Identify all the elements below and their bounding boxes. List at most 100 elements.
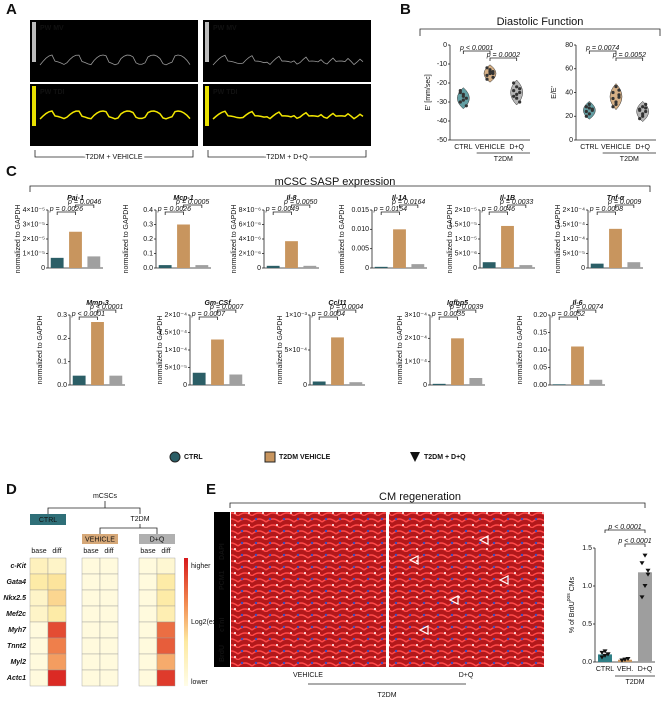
significance-bracket xyxy=(198,316,218,320)
p-value: p = 0.0052 xyxy=(551,311,585,318)
y-tick-label: 4×10⁻⁶ xyxy=(239,236,261,243)
panel-letter: E xyxy=(206,481,216,498)
bar xyxy=(50,257,64,268)
arrowhead xyxy=(478,535,489,545)
group-label: D+Q xyxy=(150,536,165,543)
y-tick-label: 1×10⁻⁴ xyxy=(405,359,427,366)
gene-title: Il-1A xyxy=(392,195,407,202)
p-value: p < 0.0001 xyxy=(459,45,493,52)
echo-image xyxy=(30,84,198,146)
p-value: p = 0.0009 xyxy=(607,199,641,206)
panel-letter: A xyxy=(6,1,17,18)
y-tick-label: 5×10⁻⁵ xyxy=(165,364,187,371)
group-label: T2DM xyxy=(377,692,396,699)
title-bracket xyxy=(229,502,646,508)
p-value: p = 0.0007 xyxy=(191,311,226,318)
waveform xyxy=(212,110,364,120)
heatmap-cell xyxy=(156,573,176,591)
arrowhead xyxy=(408,555,419,565)
y-tick-label: 2×10⁻⁶ xyxy=(239,250,261,257)
bar xyxy=(87,256,101,268)
data-point xyxy=(641,114,645,118)
y-tick-label: 0.1 xyxy=(143,250,153,257)
bar xyxy=(590,263,604,268)
data-point xyxy=(617,93,621,97)
image-label: PW TDI xyxy=(213,89,238,96)
heatmap-cell xyxy=(81,621,101,639)
bar xyxy=(303,265,317,268)
heatmap-cell xyxy=(81,589,101,607)
bar xyxy=(627,262,641,268)
heatmap-cell xyxy=(47,637,67,655)
p-value: p = 0.0005 xyxy=(175,199,209,206)
significance-bracket xyxy=(183,204,203,208)
stain-label: DAPI xyxy=(219,543,226,560)
y-tick-label: 1×10⁻⁵ xyxy=(23,250,45,257)
significance-bracket xyxy=(577,309,597,313)
y-tick-label: 0 xyxy=(423,382,427,389)
heatmap-cell xyxy=(47,621,67,639)
heatmap-cell xyxy=(99,621,119,639)
y-tick-label: 0.15 xyxy=(533,329,547,336)
data-point xyxy=(515,92,519,96)
significance-bracket xyxy=(438,316,458,320)
significance-bracket xyxy=(337,309,357,313)
y-axis-label: normalized to GAPDH xyxy=(397,316,404,385)
y-tick-label: 0 xyxy=(581,265,585,272)
heatmap-cell xyxy=(81,557,101,575)
p-value: p = 0.0039 xyxy=(449,304,483,311)
data-point xyxy=(584,105,588,109)
bar xyxy=(501,225,514,268)
y-tick-label: 0 xyxy=(257,265,261,272)
significance-bracket xyxy=(615,204,635,208)
bar xyxy=(72,375,86,385)
data-point xyxy=(485,66,489,70)
bar xyxy=(374,266,388,268)
data-point xyxy=(614,102,618,106)
y-tick-label: 5×10⁻⁶ xyxy=(455,250,477,257)
p-value: p = 0.0074 xyxy=(569,304,603,311)
gene-title: Mmp-3 xyxy=(86,300,109,307)
legend-marker xyxy=(410,452,420,462)
significance-bracket xyxy=(558,316,578,320)
data-point xyxy=(619,658,625,663)
heatmap-cell xyxy=(47,557,67,575)
heatmap-cell xyxy=(156,669,176,687)
heatmap-cell xyxy=(29,653,49,671)
micrograph xyxy=(389,512,544,667)
bar xyxy=(609,228,622,268)
data-point xyxy=(644,102,648,106)
data-point xyxy=(512,89,516,93)
data-point xyxy=(642,584,648,588)
data-point xyxy=(584,109,588,114)
y-tick-label: 0 xyxy=(183,382,187,389)
y-tick-label: 0.0 xyxy=(143,265,153,272)
y-tick-label: 2×10⁻⁴ xyxy=(165,312,187,319)
x-tick-label: CTRL xyxy=(580,144,598,151)
data-point xyxy=(641,112,645,116)
bar xyxy=(411,264,425,268)
bar xyxy=(432,383,446,385)
legend-label: T2DM + D+Q xyxy=(424,454,466,461)
significance-bracket xyxy=(380,211,400,215)
significance-bracket xyxy=(217,309,237,313)
y-tick-label: 1.5 xyxy=(582,545,592,552)
heatmap-cell xyxy=(138,621,158,639)
y-label-part: % of BrdU xyxy=(569,601,576,633)
group-box xyxy=(82,534,118,544)
heatmap-cell xyxy=(156,589,176,607)
data-point xyxy=(617,95,621,99)
gene-title: Tnf-α xyxy=(607,195,625,202)
y-tick-label: 0.010 xyxy=(351,226,369,233)
y-axis-label: normalized to GAPDH xyxy=(447,205,454,274)
group-label: VEHICLE xyxy=(85,536,115,543)
bar xyxy=(266,265,280,268)
group-label: T2DM xyxy=(620,156,639,163)
group-label: T2DM xyxy=(130,516,149,523)
significance-bracket xyxy=(56,211,76,215)
bar xyxy=(589,379,603,385)
image-label: PW TDI xyxy=(40,89,65,96)
data-point xyxy=(518,90,522,95)
bar xyxy=(177,224,190,268)
heatmap-cell xyxy=(81,653,101,671)
